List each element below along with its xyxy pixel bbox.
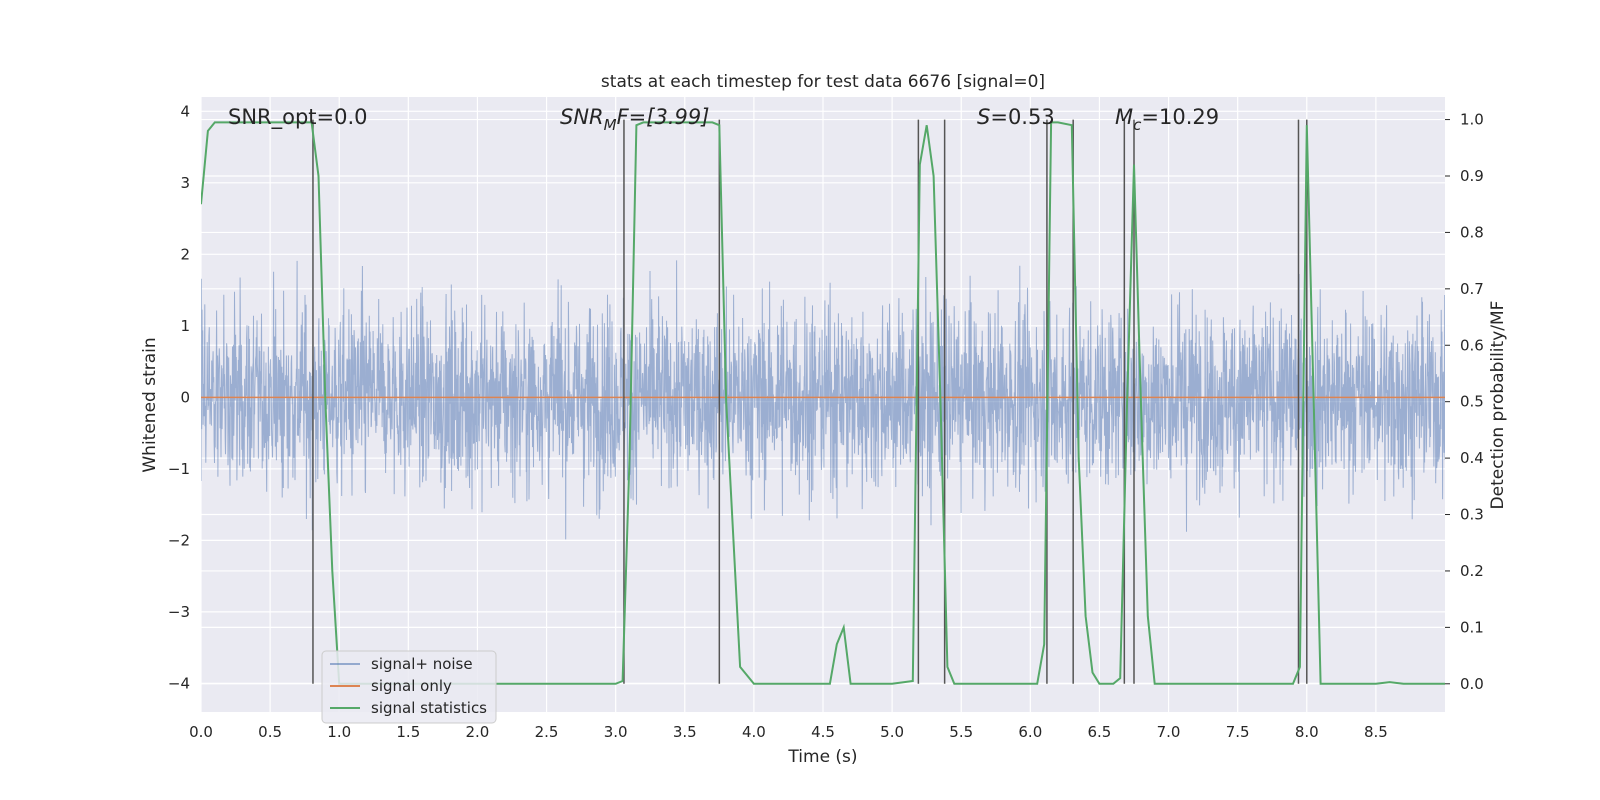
x-tick-label: 4.5: [811, 723, 835, 741]
x-tick-label: 5.0: [880, 723, 904, 741]
legend-label-signal-statistics: signal statistics: [371, 699, 487, 717]
annotation-s-main: S: [977, 105, 990, 129]
x-tick-label: 1.0: [327, 723, 351, 741]
x-tick-label: 7.5: [1226, 723, 1250, 741]
y-right-tick-label: 0.3: [1460, 506, 1484, 524]
x-tick-label: 7.0: [1157, 723, 1181, 741]
legend-box: [321, 650, 497, 724]
y-left-tick-label: −1: [168, 460, 190, 478]
y-right-tick-label: 0.2: [1460, 562, 1484, 580]
annotation-mc: Mc=10.29: [1115, 105, 1219, 134]
legend-label-signal-only: signal only: [371, 677, 452, 695]
x-tick-label: 8.0: [1295, 723, 1319, 741]
y-axis-right-label: Detection probability/MF: [1488, 301, 1508, 510]
signal-noise-line: [201, 260, 1445, 540]
annotation-mc-main: M: [1115, 105, 1133, 129]
x-tick-label: 4.0: [742, 723, 766, 741]
y-left-tick-label: −3: [168, 603, 190, 621]
annotation-snr-mf-main: SNR: [560, 105, 604, 129]
x-tick-label: 5.5: [949, 723, 973, 741]
signal-statistics-series: [201, 121, 1445, 685]
x-tick-label: 6.0: [1018, 723, 1042, 741]
y-axis-left-label: Whitened strain: [140, 337, 160, 472]
y-right-tick-label: 0.5: [1460, 393, 1484, 411]
y-right-tick-label: 0.0: [1460, 675, 1484, 693]
y-right-tick-label: 0.8: [1460, 223, 1484, 241]
annotation-s: S=0.53: [977, 105, 1055, 129]
y-left-tick-label: −4: [168, 674, 190, 692]
legend: signal+ noise signal only signal statist…: [321, 650, 497, 724]
vertical-markers: [312, 119, 1308, 684]
y-left-tick-label: 4: [180, 102, 190, 120]
y-right-tick-label: 0.9: [1460, 167, 1484, 185]
annotation-s-rest: =0.53: [990, 105, 1054, 129]
y-left-tick-label: 2: [180, 245, 190, 263]
annotation-mc-sub: c: [1133, 116, 1142, 134]
legend-label-signal-noise: signal+ noise: [371, 655, 473, 673]
y-left-tick-label: 1: [180, 317, 190, 335]
x-axis-ticks: 0.0 0.5 1.0 1.5 2.0 2.5 3.0 3.5 4.0 4.5 5.0 5.5 6.0 6…: [189, 723, 1388, 741]
x-tick-label: 3.5: [673, 723, 697, 741]
y-right-tick-label: 1.0: [1460, 111, 1484, 129]
x-tick-label: 3.0: [604, 723, 628, 741]
x-tick-label: 1.5: [396, 723, 420, 741]
x-tick-label: 8.5: [1364, 723, 1388, 741]
x-axis-label: Time (s): [787, 747, 857, 767]
chart-title: stats at each timestep for test data 667…: [601, 72, 1045, 92]
annotation-snr-mf-rest: F=[3.99]: [617, 105, 710, 129]
signal-statistics-line: [201, 121, 1445, 685]
y-axis-left-ticks: 4 3 2 1 0 −1 −2 −3 −4: [168, 102, 190, 692]
y-right-tick-label: 0.1: [1460, 618, 1484, 636]
x-tick-label: 2.0: [466, 723, 490, 741]
annotation-snr-mf: SNRMF=[3.99]: [560, 105, 709, 134]
y-left-tick-label: −2: [168, 531, 190, 549]
x-tick-label: 0.5: [258, 723, 282, 741]
x-tick-label: 6.5: [1088, 723, 1112, 741]
y-right-tick-label: 0.6: [1460, 336, 1484, 354]
signal-noise-series: [201, 260, 1445, 540]
x-tick-label: 2.5: [535, 723, 559, 741]
annotation-snr-mf-sub: M: [604, 116, 617, 134]
y-left-tick-label: 3: [180, 174, 190, 192]
x-tick-label: 0.0: [189, 723, 213, 741]
y-right-tick-label: 0.7: [1460, 280, 1484, 298]
y-axis-right-ticks: 1.0 0.9 0.8 0.7 0.6 0.5 0.4 0.3 0.2 0.1 0.0: [1445, 111, 1484, 693]
annotation-snr-opt: SNR_opt=0.0: [228, 105, 368, 130]
y-right-tick-label: 0.4: [1460, 449, 1484, 467]
y-left-tick-label: 0: [180, 388, 190, 406]
annotation-mc-rest: =10.29: [1141, 105, 1219, 129]
